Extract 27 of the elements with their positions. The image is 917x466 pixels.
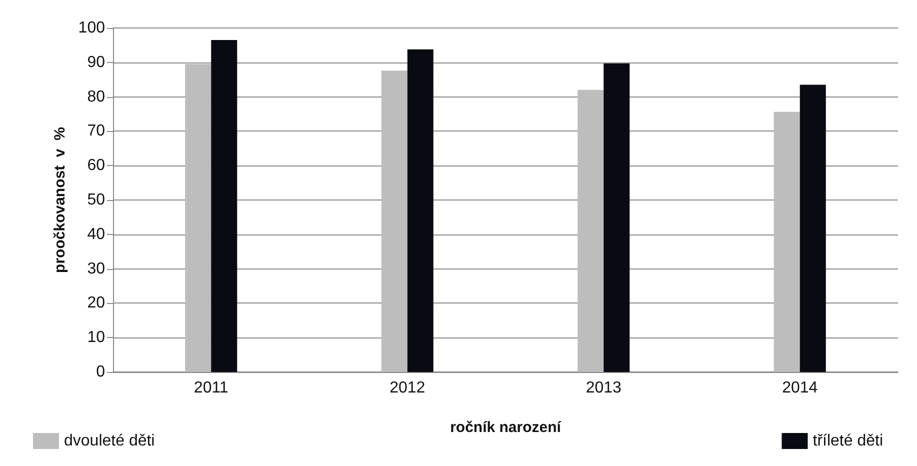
x-tick-label: 2012 xyxy=(390,380,426,396)
y-tick-label: 70 xyxy=(87,122,106,140)
x-tick-label: 2011 xyxy=(194,380,228,396)
y-tick-label: 10 xyxy=(87,329,106,346)
bar xyxy=(381,70,408,372)
legend-label: dvouleté děti xyxy=(64,432,155,450)
x-tick-label: 2013 xyxy=(586,380,622,396)
y-tick-label: 90 xyxy=(87,54,106,71)
bar xyxy=(578,90,604,372)
bar xyxy=(407,49,434,372)
y-tick-label: 20 xyxy=(87,294,106,312)
y-tick-label: 40 xyxy=(87,226,106,243)
bar xyxy=(604,63,630,372)
legend-label: tříleté děti xyxy=(812,432,884,450)
y-tick-label: 80 xyxy=(87,88,106,106)
y-tick-label: 0 xyxy=(96,364,106,380)
bar xyxy=(211,40,238,372)
y-tick-label: 50 xyxy=(87,192,106,208)
bar xyxy=(774,112,800,372)
x-tick-label: 2014 xyxy=(782,380,818,396)
y-axis-title: proočkovanost v % xyxy=(51,127,68,273)
y-tick-label: 30 xyxy=(87,260,106,278)
x-axis-title: ročník narození xyxy=(450,419,562,436)
y-tick-label: 60 xyxy=(87,157,106,174)
y-tick-label: 100 xyxy=(78,20,106,36)
bar xyxy=(185,64,212,372)
bar xyxy=(800,84,826,372)
